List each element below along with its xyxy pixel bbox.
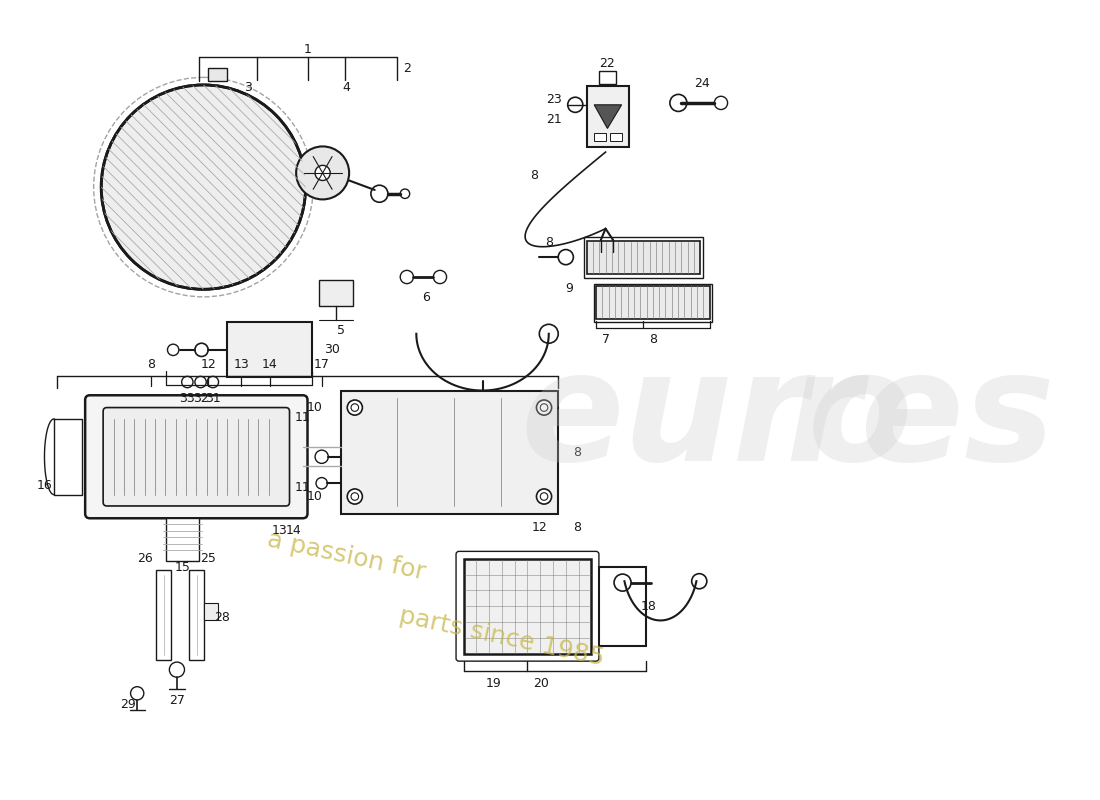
Text: 2: 2 [403,62,410,75]
Text: 8: 8 [573,522,581,534]
Text: 21: 21 [547,114,562,126]
Text: 8: 8 [530,170,539,182]
Text: 30: 30 [323,343,340,356]
Circle shape [692,574,707,589]
Circle shape [537,489,551,504]
Text: 7: 7 [602,333,609,346]
Text: 11: 11 [295,410,310,423]
Circle shape [537,400,551,415]
Bar [594,133,605,141]
Text: 27: 27 [169,694,185,707]
Bar [189,570,205,660]
Text: 13: 13 [272,524,287,537]
Text: 25: 25 [200,553,216,566]
Text: 20: 20 [534,678,549,690]
Circle shape [101,85,306,290]
Text: 26: 26 [136,553,153,566]
Text: 28: 28 [214,611,230,624]
Text: 6: 6 [421,291,430,304]
Bar [463,559,592,654]
Bar [205,603,218,621]
Circle shape [315,450,328,463]
Circle shape [348,400,362,415]
Circle shape [400,189,409,198]
Circle shape [540,493,548,500]
Circle shape [670,94,686,111]
Circle shape [207,376,219,388]
Text: 22: 22 [600,57,615,70]
Text: 10: 10 [306,401,322,414]
Circle shape [558,250,573,265]
Circle shape [195,376,207,388]
Circle shape [351,493,359,500]
Text: 14: 14 [285,524,301,537]
Text: 31: 31 [205,392,221,405]
Bar [227,322,312,378]
Polygon shape [594,105,621,129]
Text: res: res [785,345,1055,494]
Bar [586,241,701,274]
Text: 32: 32 [192,392,209,405]
Bar [596,286,710,318]
FancyBboxPatch shape [103,407,289,506]
Bar [586,86,629,147]
Bar [319,280,353,306]
Text: 3: 3 [244,82,252,94]
Text: 8: 8 [573,446,581,458]
Circle shape [296,146,349,199]
Bar [610,133,621,141]
Text: 23: 23 [547,93,562,106]
Circle shape [182,376,192,388]
Text: 11: 11 [295,481,310,494]
Circle shape [714,96,727,110]
Circle shape [348,489,362,504]
Text: 15: 15 [175,561,190,574]
Text: 33: 33 [179,392,195,405]
Circle shape [131,686,144,700]
Text: 24: 24 [694,78,710,90]
Text: 8: 8 [544,237,553,250]
Circle shape [351,404,359,411]
Bar [156,570,172,660]
Text: 5: 5 [337,325,344,338]
Circle shape [169,662,185,678]
Text: 17: 17 [314,358,330,371]
Text: 19: 19 [486,678,502,690]
Text: 10: 10 [306,490,322,503]
Bar [598,566,646,646]
Text: 12: 12 [200,358,216,371]
Text: parts since 1985: parts since 1985 [397,603,607,670]
Circle shape [400,270,414,284]
Bar [584,238,703,278]
Text: 13: 13 [233,358,249,371]
Circle shape [167,344,179,355]
Bar [166,518,199,561]
Circle shape [315,166,330,181]
FancyBboxPatch shape [85,395,308,518]
Text: 1: 1 [304,43,311,57]
Circle shape [568,98,583,112]
Circle shape [371,186,388,202]
Text: 16: 16 [36,478,53,492]
Bar [341,390,558,514]
Text: 8: 8 [649,333,657,346]
Circle shape [433,270,447,284]
Text: 4: 4 [342,82,350,94]
Text: 12: 12 [531,522,547,534]
Circle shape [540,404,548,411]
Bar [208,68,227,81]
Text: 18: 18 [640,600,656,613]
Text: 14: 14 [262,358,277,371]
Text: 9: 9 [565,282,573,295]
Text: 29: 29 [120,698,135,711]
Bar [598,70,616,84]
Text: a passion for: a passion for [265,528,428,585]
Text: 8: 8 [147,358,155,371]
Circle shape [614,574,631,591]
Bar [594,284,712,322]
Text: euro: euro [520,345,913,494]
Circle shape [316,478,328,489]
Circle shape [195,343,208,357]
Circle shape [539,324,558,343]
